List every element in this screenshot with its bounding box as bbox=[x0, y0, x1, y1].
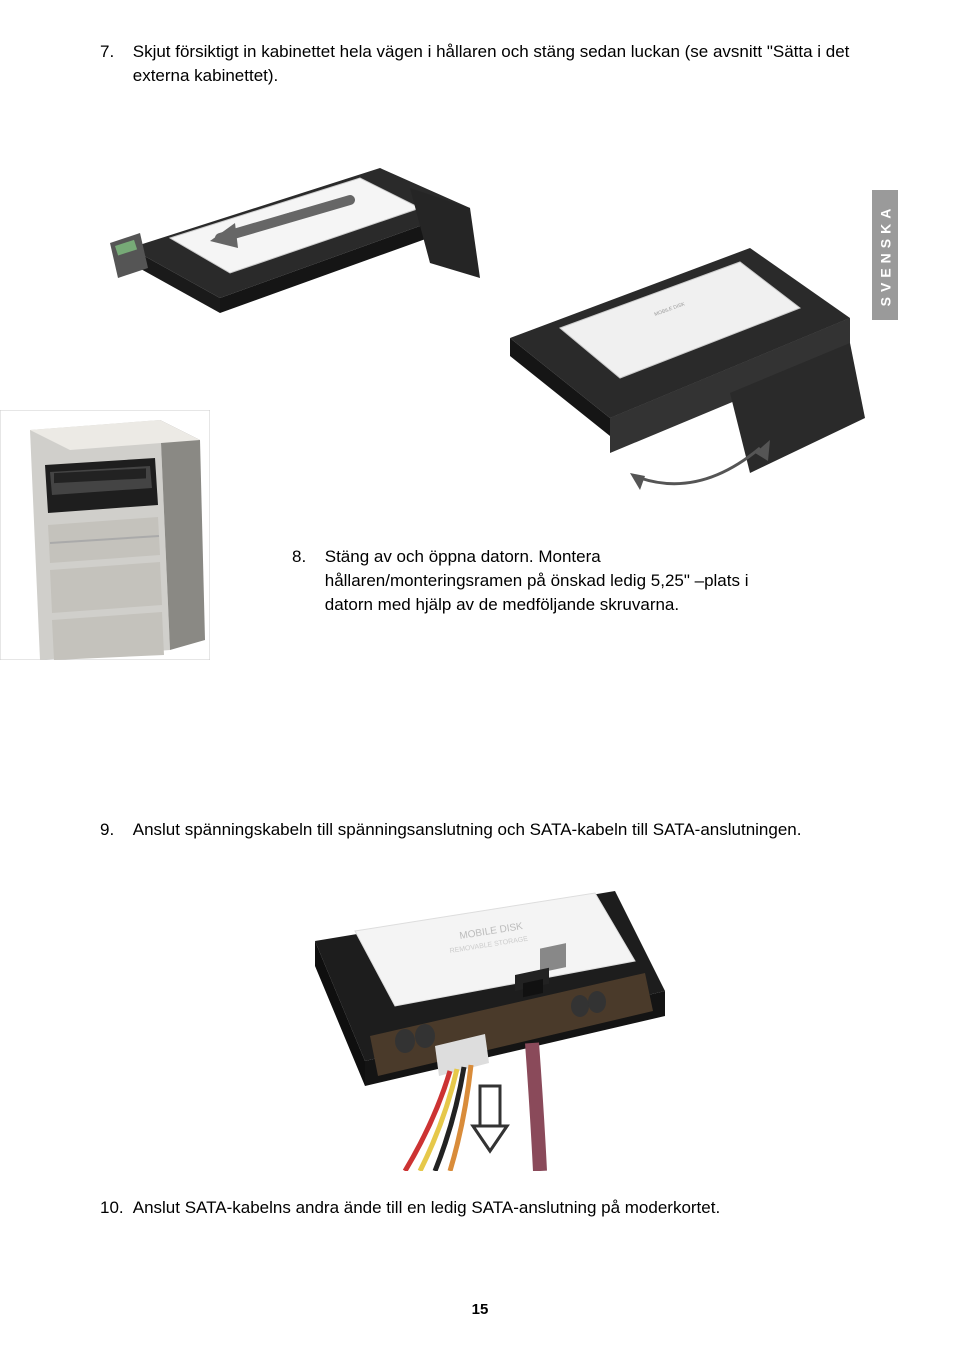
step-7: 7. Skjut försiktigt in kabinettet hela v… bbox=[100, 40, 860, 88]
step-10: 10. Anslut SATA-kabelns andra ände till … bbox=[100, 1196, 860, 1220]
step-9: 9. Anslut spänningskabeln till spännings… bbox=[100, 818, 860, 842]
step-10-text: Anslut SATA-kabelns andra ände till en l… bbox=[133, 1196, 853, 1220]
step-7-text: Skjut försiktigt in kabinettet hela väge… bbox=[133, 40, 853, 88]
step-8-text: Stäng av och öppna datorn. Montera hålla… bbox=[325, 545, 755, 616]
tray-closed-illustration: MOBILE DISK bbox=[470, 218, 870, 503]
step-9-number: 9. bbox=[100, 818, 128, 842]
pc-tower-illustration bbox=[0, 410, 210, 660]
step-8-number: 8. bbox=[292, 545, 320, 569]
page-number: 15 bbox=[0, 1301, 960, 1318]
figure-step9: MOBILE DISK REMOVABLE STORAGE bbox=[100, 871, 860, 1176]
language-tab: SVENSKA bbox=[872, 190, 898, 320]
step-9-text: Anslut spänningskabeln till spänningsans… bbox=[133, 818, 853, 842]
figure-step7: MOBILE DISK MOBILE DISK bbox=[100, 98, 860, 488]
step-10-number: 10. bbox=[100, 1196, 128, 1220]
language-tab-label: SVENSKA bbox=[877, 204, 893, 307]
tray-open-illustration: MOBILE DISK bbox=[100, 128, 480, 333]
step-8: 8. Stäng av och öppna datorn. Montera hå… bbox=[292, 545, 762, 616]
step-7-number: 7. bbox=[100, 40, 128, 64]
